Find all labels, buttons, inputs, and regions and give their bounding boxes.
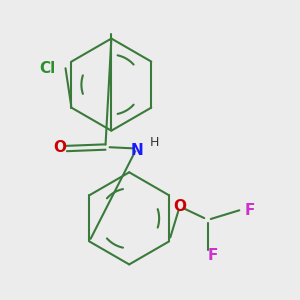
Text: Cl: Cl (39, 61, 56, 76)
Text: N: N (130, 142, 143, 158)
Text: O: O (53, 140, 66, 154)
Text: O: O (173, 199, 186, 214)
Text: H: H (150, 136, 159, 149)
Text: F: F (244, 203, 255, 218)
Text: F: F (207, 248, 218, 263)
